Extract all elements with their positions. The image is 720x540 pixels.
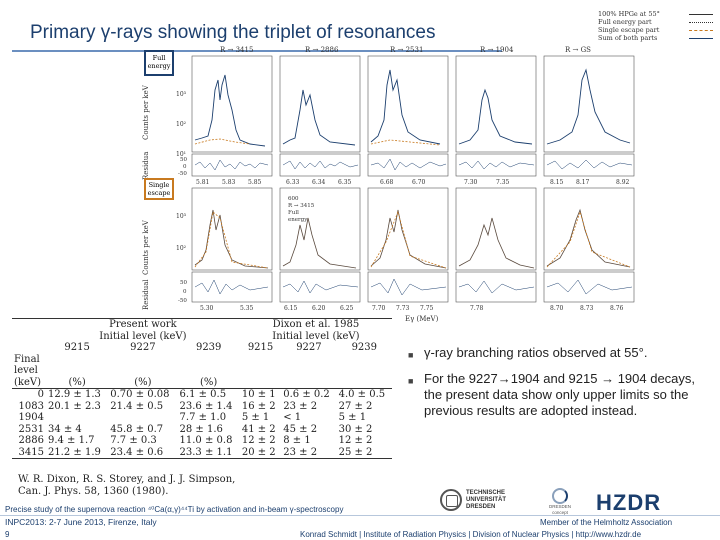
x-tick-label: 5.30	[200, 305, 214, 312]
y-tick-label: 0	[183, 164, 187, 170]
y-tick-label: 50	[180, 157, 187, 163]
table-subheader: Initial level (keV)	[272, 330, 360, 342]
x-tick-label: 5.81	[196, 179, 209, 186]
x-tick-label: 5.35	[240, 305, 254, 312]
slide-title: Primary γ-rays showing the triplet of re…	[30, 22, 436, 43]
panel-header: R → GS	[565, 46, 591, 54]
x-tick-label: 7.30	[464, 179, 478, 186]
x-tick-label: 7.75	[420, 305, 434, 312]
y-tick-label: 50	[180, 280, 187, 286]
x-tick-label: 8.15	[550, 179, 564, 186]
table-level-header: 9215	[247, 342, 274, 353]
x-axis-label: Eγ (MeV)	[405, 315, 439, 323]
x-tick-label: 6.70	[412, 179, 426, 186]
table-level-header: 9215	[64, 342, 90, 353]
legend-item: 100% HPGe at 55°	[598, 10, 713, 18]
table-row-header: (keV)	[14, 376, 42, 388]
x-tick-label: 6.35	[338, 179, 352, 186]
inset-label: 600	[288, 196, 299, 202]
table-row: 3415 21.2 ± 1.9 23.4 ± 0.6 23.3 ± 1.1 20 ±…	[12, 447, 392, 459]
x-tick-label: 6.34	[312, 179, 326, 186]
x-tick-label: 7.35	[496, 179, 510, 186]
footer-conference: INPC2013: 2-7 June 2013, Firenze, Italy	[5, 517, 157, 527]
y-tick-label: -50	[178, 171, 187, 177]
y-axis-label: Counts per keV	[142, 219, 150, 275]
x-tick-label: 6.15	[284, 305, 298, 312]
spectra-figure: R → 3415 R → 2886 R → 2531 R → 1904 R → …	[142, 46, 635, 323]
y-tick-label: -50	[178, 298, 187, 304]
table-group-header: Present work	[109, 319, 177, 330]
x-tick-label: 8.73	[580, 305, 594, 312]
legend-item: Full energy part	[598, 18, 713, 26]
table-level-header: 9239	[195, 342, 222, 353]
table-row: 1083 20.1 ± 2.3 21.4 ± 0.5 23.6 ± 1.4 16 ±…	[18, 400, 373, 412]
table-row-header: Final	[14, 353, 40, 365]
bullet-list: ■ γ-ray branching ratios observed at 55°…	[408, 345, 708, 427]
page-number: 9	[5, 530, 10, 539]
footer-member: Member of the Helmholtz Association	[540, 518, 673, 527]
y-tick-label: 10³	[176, 91, 187, 98]
single-escape-tag: Single escape	[144, 178, 174, 200]
hzdr-logo: HZDR	[596, 490, 662, 515]
y-tick-label: 10²	[176, 245, 187, 252]
table-subheader: Initial level (keV)	[99, 330, 187, 342]
x-tick-label: 8.92	[616, 179, 630, 186]
table-row: 2531 34 ± 4 45.8 ± 0.7 28 ± 1.6 41 ± 2 45 ±…	[18, 423, 373, 435]
legend-item: Sum of both parts	[598, 34, 713, 42]
x-tick-label: 7.78	[470, 305, 484, 312]
bullet-square-icon: ■	[408, 350, 414, 360]
footer-divider	[0, 515, 720, 516]
table-citation: W. R. Dixon, R. S. Storey, and J. J. Sim…	[18, 474, 236, 497]
x-tick-label: 6.25	[340, 305, 354, 312]
legend-item: Single escape part	[598, 26, 713, 34]
x-tick-label: 6.68	[380, 179, 394, 186]
y-tick-label: 10¹	[176, 151, 186, 158]
x-tick-label: 5.83	[222, 179, 236, 186]
y-tick-label: 10²	[176, 121, 187, 128]
inset-label: R → 3415	[288, 203, 315, 209]
table-row-header: level	[14, 365, 38, 376]
figure-legend: 100% HPGe at 55° Full energy part Single…	[598, 10, 713, 42]
panel-header: R → 2886	[305, 46, 339, 54]
table-level-header: 9227	[296, 342, 322, 353]
x-tick-label: 5.85	[248, 179, 262, 186]
bullet-square-icon: ■	[408, 376, 414, 386]
y-axis-label: Counts per keV	[142, 84, 150, 140]
table-level-header: 9227	[130, 342, 156, 353]
x-tick-label: 8.17	[576, 179, 590, 186]
y-axis-label: Residual	[142, 279, 150, 310]
x-tick-label: 7.73	[396, 305, 410, 312]
y-tick-label: 10³	[176, 213, 187, 220]
y-tick-label: 0	[183, 289, 187, 295]
tu-dresden-logo: TECHNISCHE UNIVERSITÄT DRESDEN	[440, 488, 540, 512]
panel-header: R → 1904	[480, 46, 514, 54]
full-energy-tag: Full energy	[144, 50, 174, 76]
x-tick-label: 8.76	[610, 305, 624, 312]
dresden-concept-logo: DRESDEN concept	[540, 488, 580, 515]
panel-header: R → 3415	[220, 46, 253, 54]
table-group-header: Dixon et al. 1985	[272, 319, 360, 330]
bullet-item: ■ For the 9227→1904 and 9215 → 1904 deca…	[408, 371, 696, 418]
table-level-header: 9239	[351, 342, 378, 353]
y-axis-label: Residua	[142, 152, 150, 180]
x-tick-label: 6.33	[286, 179, 300, 186]
table-row: 2886 9.4 ± 1.7 7.7 ± 0.3 11.0 ± 0.8 12 ± 2…	[18, 435, 373, 446]
title-divider	[12, 50, 502, 52]
inset-label: energy	[288, 217, 308, 223]
tu-emblem-icon	[440, 489, 462, 511]
x-tick-label: 7.70	[372, 305, 386, 312]
panel-header: R → 2531	[390, 46, 423, 54]
footer-affiliation: Konrad Schmidt | Institute of Radiation …	[300, 530, 642, 539]
inset-label: Full	[288, 210, 299, 216]
dresden-concept-icon	[552, 488, 568, 504]
x-tick-label: 6.20	[312, 305, 326, 312]
branching-ratio-table: Present work Dixon et al. 1985 Initial l…	[12, 318, 392, 468]
x-tick-label: 8.70	[550, 305, 564, 312]
bullet-item: ■ γ-ray branching ratios observed at 55°…	[408, 345, 708, 363]
footer-topic: Precise study of the supernova reaction …	[5, 505, 344, 514]
